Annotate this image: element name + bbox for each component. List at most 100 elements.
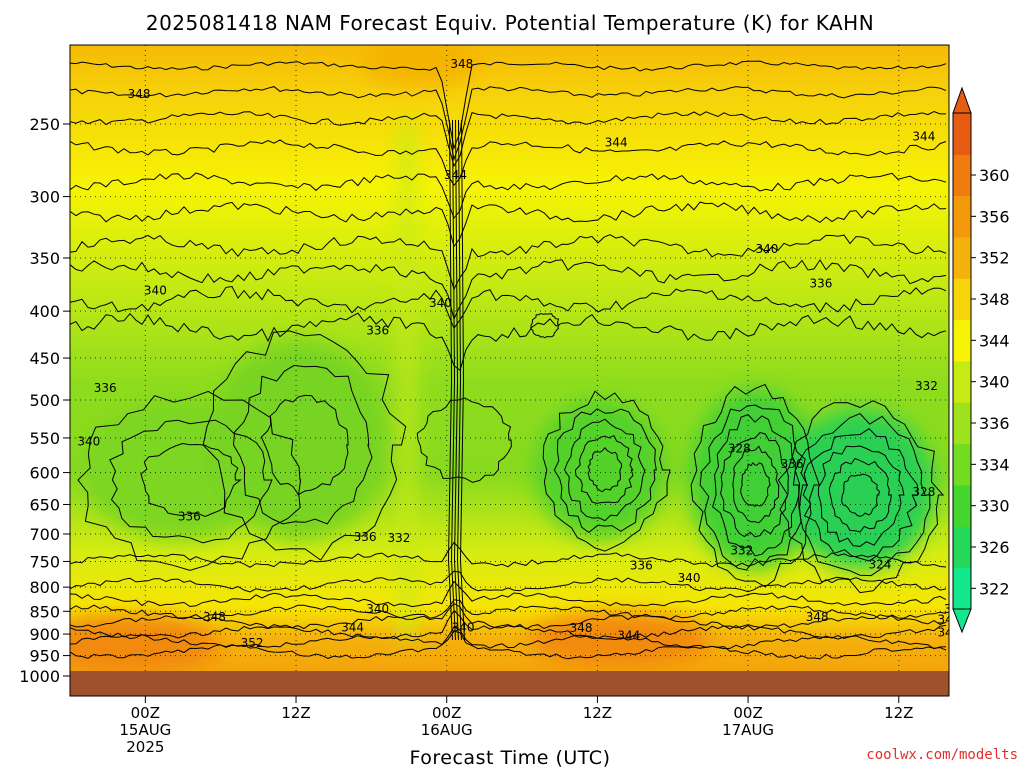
closed-contour (828, 457, 892, 533)
isentrope-line (70, 86, 947, 161)
closed-contour (574, 434, 634, 504)
x-tick-sublabel: 15AUG (119, 721, 171, 739)
contour-label: 336 (809, 276, 832, 290)
low-theta-region-2 (210, 340, 390, 540)
closed-contour (109, 419, 273, 544)
closed-contour (732, 445, 780, 524)
colorbar-swatch (953, 154, 971, 197)
contour-label: 328 (912, 485, 935, 499)
y-tick-label: 350 (29, 249, 60, 268)
contour-label: 336 (630, 559, 653, 573)
closed-contour (553, 408, 657, 534)
isentrope-line (70, 570, 947, 593)
colorbar-label: 348 (979, 290, 1010, 309)
closed-contour (740, 462, 771, 508)
isentrope-line (70, 580, 947, 608)
frontal-contour (457, 119, 463, 641)
colorbar: 322 326 330 334 336 340 344 348 352 356 360 (952, 86, 1010, 634)
x-tick-sublabel: 16AUG (421, 721, 473, 739)
y-tick-label: 400 (29, 302, 60, 321)
x-tick-label: 12Z (281, 704, 310, 722)
contour-label: 340 (77, 435, 100, 449)
isentrope-line (70, 234, 947, 291)
closed-contour (817, 445, 905, 547)
y-axis: 250 300 350 400 450 500 550 600 650 700 750 800 850 9… (19, 115, 70, 686)
contour-label: 352 (241, 636, 264, 650)
y-tick-label: 550 (29, 429, 60, 448)
closed-contour (690, 383, 821, 588)
contour-label: 336 (944, 602, 967, 616)
y-tick-label: 600 (29, 464, 60, 483)
closed-contour (77, 390, 302, 571)
x-axis: 00Z15AUG202512Z00Z16AUG12Z00Z17AUG12Z00Z… (119, 696, 1024, 756)
isentrope-line (70, 541, 947, 568)
field-features (70, 45, 935, 675)
closed-contour (699, 404, 809, 571)
frontal-contour (460, 119, 466, 641)
contour-label: 340 (755, 242, 778, 256)
isentrope-line (70, 626, 947, 650)
x-tick-label: 00Z (432, 704, 461, 722)
contour-label: 344 (444, 168, 467, 182)
contour-label: 324 (1010, 462, 1024, 476)
y-tick-label: 250 (29, 115, 60, 134)
contour-label: 340 (452, 620, 475, 634)
contour-label: 328 (728, 442, 751, 456)
colorbar-swatch (953, 319, 971, 362)
warm-upper-region (360, 45, 480, 85)
contour-label: 348 (978, 602, 1001, 616)
y-tick-label: 650 (29, 495, 60, 514)
closed-contour (232, 364, 373, 525)
colorbar-swatch (953, 237, 971, 279)
colorbar-swatch (953, 485, 971, 527)
closed-contour (416, 397, 512, 483)
isentrope-line (70, 259, 947, 321)
closed-contour (802, 428, 918, 562)
isentrope-line (70, 602, 947, 630)
closed-contour (140, 442, 242, 518)
colorbar-swatch (953, 278, 971, 321)
contour-label: 340 (144, 284, 167, 298)
colorbar-swatch (953, 195, 971, 238)
isentrope-line (70, 599, 947, 620)
contour-label: 336 (94, 381, 117, 395)
contour-label: 340 (938, 613, 961, 627)
colorbar-swatch (953, 402, 971, 445)
y-tick-label: 700 (29, 525, 60, 544)
frontal-contour (451, 119, 457, 641)
contour-label: 344 (617, 628, 640, 642)
contour-label: 344 (605, 136, 628, 150)
closed-contour (841, 473, 880, 517)
closed-contour (542, 390, 671, 552)
contour-label: 332 (730, 544, 753, 558)
frontal-contour (454, 119, 460, 641)
y-tick-label: 850 (29, 602, 60, 621)
colorbar-label: 340 (979, 373, 1010, 392)
credit-text: coolwx.com/modelts (866, 747, 1018, 763)
colorbar-swatch (953, 526, 971, 569)
colorbar-label: 336 (979, 414, 1010, 433)
colorbar-swatch (953, 361, 971, 403)
contour-label: 336 (354, 530, 377, 544)
field-background (70, 45, 949, 696)
y-tick-label: 950 (29, 647, 60, 666)
isentrope-line (70, 60, 947, 150)
contour-label: 344 (912, 130, 935, 144)
closed-contour (202, 330, 407, 561)
contour-label: 348 (570, 621, 593, 635)
colorbar-label: 356 (979, 207, 1010, 226)
contour-label: 336 (366, 324, 389, 338)
x-tick-label: 00Z (131, 704, 160, 722)
x-tick-label: 00Z (733, 704, 762, 722)
isentrope-line (70, 110, 946, 168)
x-tick-sublabel: 17AUG (722, 721, 774, 739)
colorbar-label: 360 (979, 166, 1010, 185)
y-tick-label: 750 (29, 552, 60, 571)
low-theta-region-3 (535, 400, 665, 540)
isentrope-line (70, 285, 947, 330)
isentrope-line (70, 201, 947, 248)
contour-label: 324 (868, 558, 891, 572)
x-tick-label: 12Z (884, 704, 913, 722)
